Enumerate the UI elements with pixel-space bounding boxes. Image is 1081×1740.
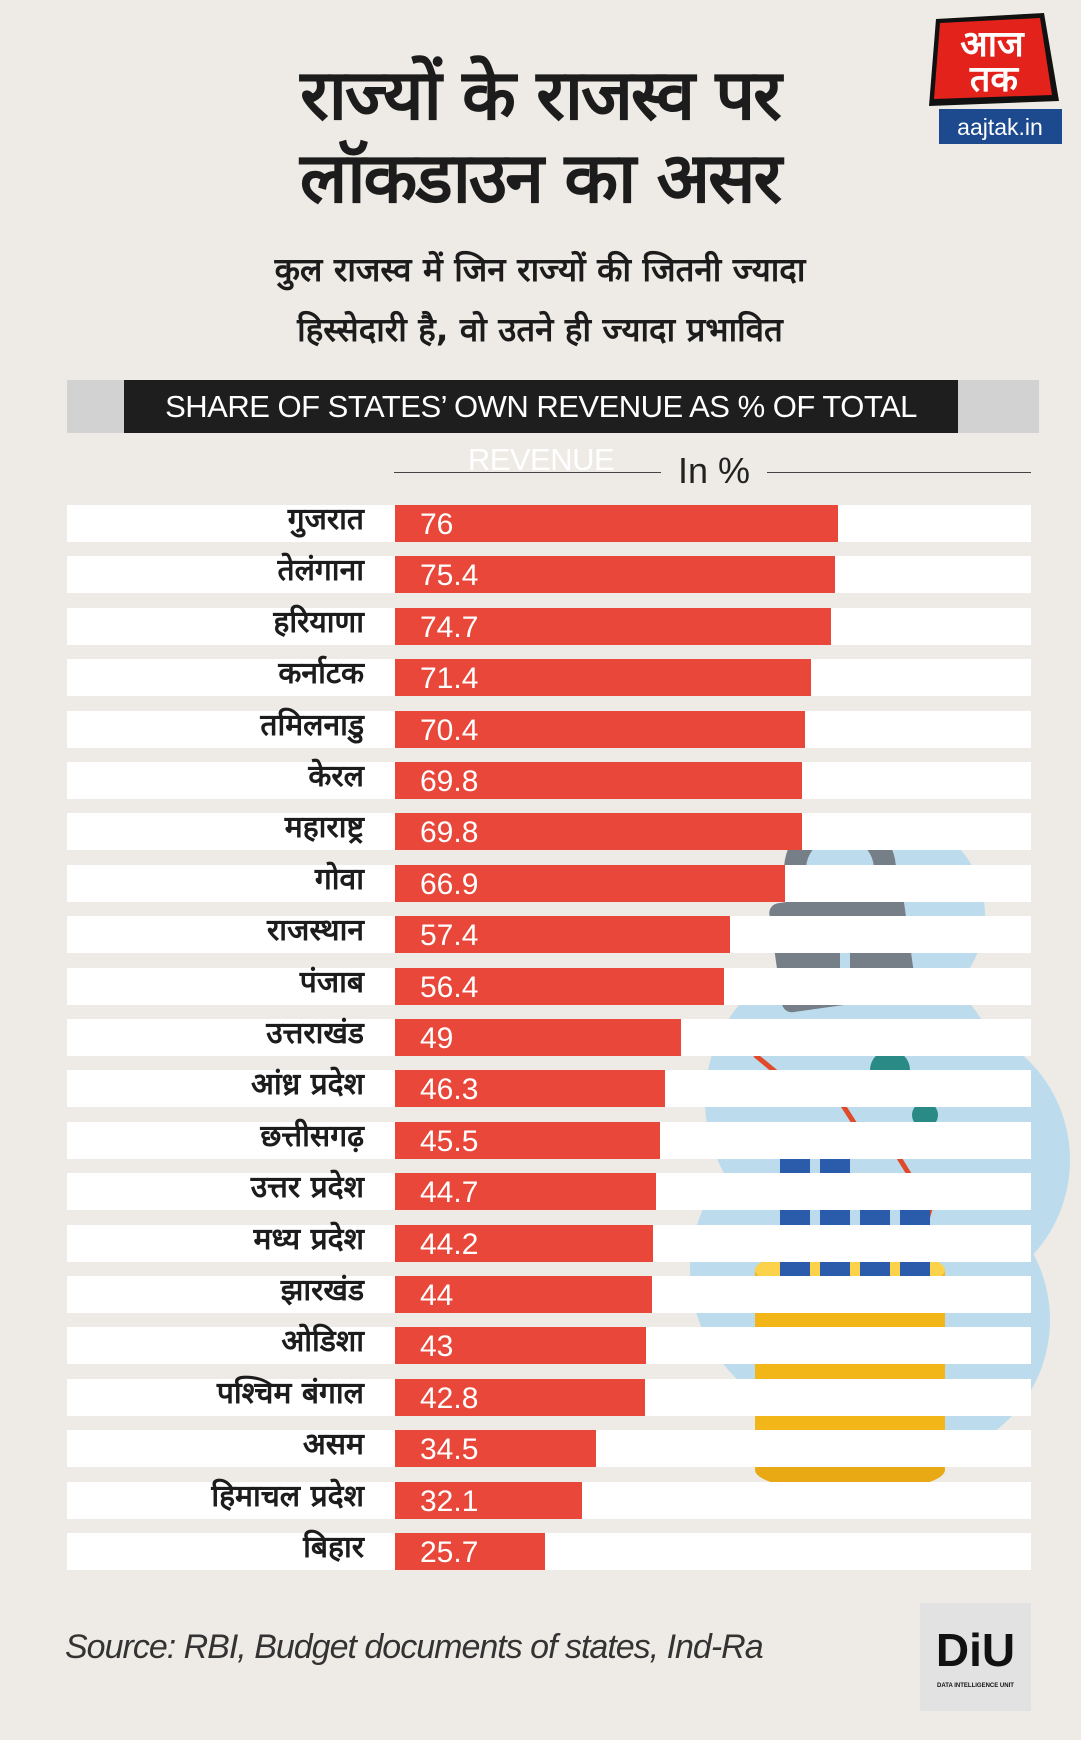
bar: [395, 762, 802, 799]
bar: [395, 1121, 661, 1159]
logo-domain: aajtak.in: [957, 114, 1043, 140]
bar: [395, 1430, 597, 1468]
category-label: महाराष्ट्र: [284, 810, 364, 846]
unit-line-right: [767, 472, 1031, 473]
subtitle-line-2: हिस्सेदारी है, वो उतने ही ज्यादा प्रभावि…: [297, 310, 783, 349]
bar: [395, 1276, 652, 1313]
data-label: 49: [420, 1022, 454, 1055]
bar: [395, 1327, 646, 1365]
category-label: उत्तराखंड: [266, 1016, 364, 1051]
bar: [395, 1378, 645, 1416]
category-label: केरल: [308, 759, 364, 794]
logo-text-bottom: तक: [969, 59, 1020, 100]
category-label: तेलंगाना: [277, 553, 364, 589]
unit-label: In %: [677, 450, 751, 491]
data-label: 76: [420, 508, 454, 541]
data-label: 66.9: [420, 867, 479, 901]
category-label: गुजरात: [287, 502, 364, 537]
chart-title: SHARE OF STATES’ OWN REVENUE AS % OF TOT…: [124, 380, 958, 477]
page-title-line-2: लॉकडाउन का असर: [299, 137, 782, 219]
page-title-line-1: राज्यों के राजस्व पर: [300, 54, 782, 136]
data-label: 56.4: [420, 970, 479, 1004]
data-label: 32.1: [420, 1484, 479, 1518]
diu-logo: DiU DATA INTELLIGENCE UNIT: [920, 1603, 1031, 1711]
category-label: छत्तीसगढ़: [260, 1118, 364, 1154]
logo-text-top: आज: [960, 24, 1025, 65]
aajtak-logo: आज तक aajtak.in: [929, 13, 1062, 144]
diu-logo-text: DiU: [935, 1624, 1016, 1676]
category-label: बिहार: [303, 1530, 364, 1565]
data-label: 43: [420, 1330, 454, 1364]
bar: [395, 659, 812, 697]
data-label: 74.7: [420, 610, 479, 644]
bar: [395, 1070, 665, 1108]
data-label: 44.2: [420, 1227, 479, 1261]
row-background: [67, 1533, 1031, 1570]
data-label: 44: [420, 1279, 454, 1312]
unit-line-left: [394, 472, 661, 473]
data-label: 42.8: [420, 1381, 479, 1415]
bar: [395, 1019, 681, 1056]
bar: [395, 1481, 583, 1519]
data-label: 45.5: [420, 1124, 479, 1158]
category-label: असम: [302, 1427, 364, 1463]
data-label: 69.8: [420, 816, 479, 850]
data-label: 75.4: [420, 559, 479, 593]
bar: [395, 1173, 656, 1211]
subtitle-line-1: कुल राजस्व में जिन राज्यों की जितनी ज्या…: [274, 250, 806, 289]
data-label: 46.3: [420, 1073, 479, 1107]
category-label: कर्नाटक: [278, 656, 364, 692]
bar: [395, 967, 724, 1005]
data-label: 44.7: [420, 1176, 479, 1210]
category-label: ओडिशा: [281, 1324, 364, 1360]
category-label: झारखंड: [280, 1273, 364, 1308]
data-label: 25.7: [420, 1536, 479, 1569]
bar: [395, 916, 730, 954]
bar: [395, 1533, 545, 1570]
category-label: हिमाचल प्रदेश: [211, 1478, 364, 1514]
data-label: 71.4: [420, 662, 479, 696]
bar: [395, 607, 831, 645]
category-label: तमिलनाडु: [260, 707, 364, 743]
source-note: Source: RBI, Budget documents of states,…: [65, 1628, 764, 1666]
category-label: हरियाणा: [273, 604, 364, 640]
data-label: 70.4: [420, 713, 479, 747]
category-label: गोवा: [314, 861, 364, 897]
category-label: मध्य प्रदेश: [253, 1221, 364, 1257]
category-label: पश्चिम बंगाल: [216, 1375, 364, 1411]
category-label: पंजाब: [299, 964, 364, 1000]
bar: [395, 556, 835, 594]
data-label: 34.5: [420, 1433, 479, 1467]
diu-caption: DATA INTELLIGENCE UNIT: [937, 1683, 1014, 1689]
data-label: 57.4: [420, 919, 479, 953]
category-label: आंध्र प्रदेश: [251, 1067, 364, 1103]
category-label: राजस्थान: [267, 913, 364, 949]
bar: [395, 505, 839, 542]
bar: [395, 864, 786, 902]
bar: [395, 813, 802, 851]
chart-title-band: SHARE OF STATES’ OWN REVENUE AS % OF TOT…: [67, 380, 1039, 477]
bar: [395, 710, 806, 748]
category-label: उत्तर प्रदेश: [250, 1170, 364, 1206]
bar: [395, 1224, 653, 1262]
data-label: 69.8: [420, 765, 479, 798]
